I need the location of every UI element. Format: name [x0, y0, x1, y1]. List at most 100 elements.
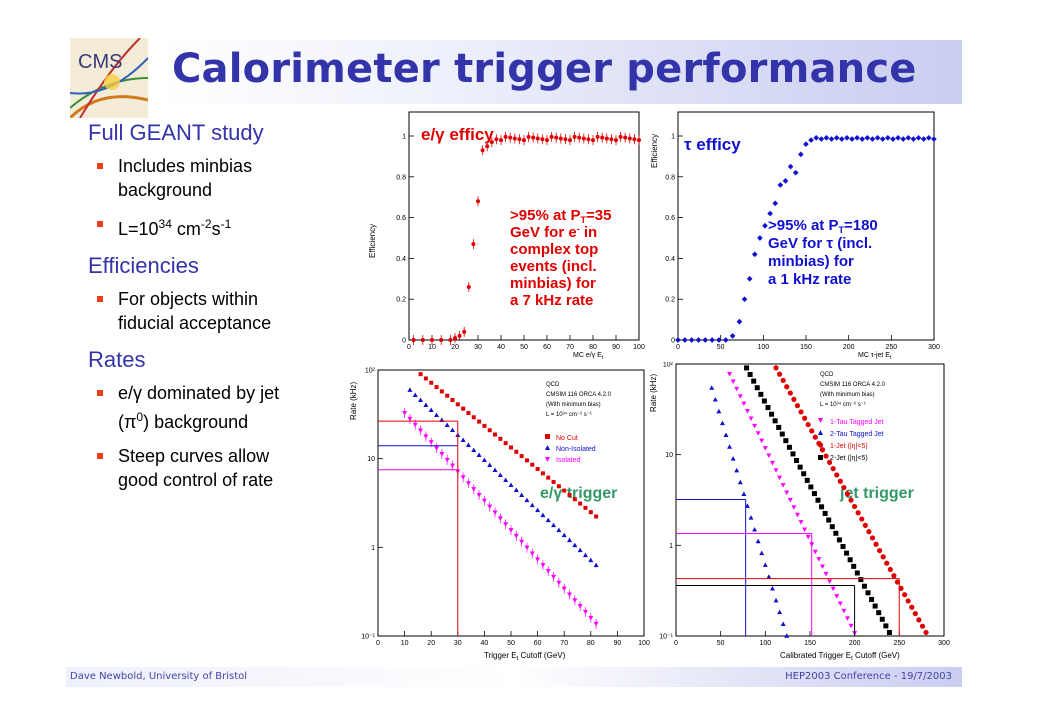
- tau-eff-point: [838, 136, 845, 142]
- tau-eff-ytick-label: 0.4: [665, 256, 675, 263]
- jet-rate-point: [812, 434, 818, 440]
- jet-rate-point: [844, 491, 851, 497]
- tau-eff-xtick-label: 150: [800, 344, 812, 351]
- jet-rate-point: [744, 409, 750, 414]
- eg-efficiency-plot: Efficiency 0 0.2 0.4 0.6 0.8 1 0 10 20 30 40 50 60 7…: [365, 108, 645, 361]
- eg-eff-point: [600, 135, 605, 140]
- jet-rate-point: [869, 535, 876, 541]
- bullet-luminosity: L=1034 cm-2s-1: [66, 212, 298, 241]
- eg-rate-point: [460, 437, 466, 442]
- jet-rate-point: [916, 617, 922, 623]
- eg-eff-point: [453, 335, 457, 340]
- jet-rate-point: [758, 391, 764, 397]
- jet-rate-point: [840, 544, 846, 550]
- jet-rate-point: [809, 428, 815, 434]
- jet-rate-point: [869, 596, 875, 602]
- jet-rate-point: [837, 601, 843, 607]
- jet-rate-point: [909, 604, 915, 610]
- tau-eff-point: [787, 163, 794, 170]
- eg-eff-point: [637, 138, 641, 143]
- eg-eff-ylabel: Efficiency: [368, 224, 377, 258]
- eg-rate-point: [529, 502, 535, 508]
- jet-rate-point: [877, 547, 883, 554]
- tau-eff-point: [777, 182, 784, 188]
- tau-eff-point: [729, 333, 736, 339]
- eg-eff-point: [627, 136, 632, 141]
- tau-efficiency-plot: Efficiency 0 0.2 0.4 0.6 0.8 1 0 50 100 150 200 25…: [648, 108, 948, 361]
- eg-rate-point: [418, 372, 423, 377]
- jet-rate-point: [879, 616, 885, 622]
- tau-eff-point: [833, 135, 840, 141]
- eg-rate-point: [477, 419, 482, 424]
- eg-eff-point: [535, 136, 540, 141]
- jet-rate-point: [759, 550, 765, 556]
- eg-eff-point: [540, 137, 545, 142]
- eg-eff-point: [462, 329, 467, 334]
- jet-rate-point: [812, 549, 818, 555]
- jet-rate-point: [766, 453, 772, 458]
- bullet-fiducial: For objects within fiducial acceptance: [66, 287, 298, 335]
- eg-rate-point: [519, 492, 525, 498]
- eg-eff-xtick-label: 40: [497, 344, 505, 351]
- tau-eff-point: [746, 275, 753, 282]
- tau-eff-point: [823, 135, 830, 141]
- jet-rate-point: [834, 594, 840, 599]
- svg-text:Non-Isolated: Non-Isolated: [556, 446, 596, 453]
- eg-eff-point: [591, 138, 595, 143]
- jet-rate-point: [829, 524, 835, 530]
- tau-eff-point: [741, 296, 748, 303]
- eg-eff-point: [577, 135, 582, 140]
- eg-rate-point: [540, 512, 546, 518]
- jet-rate-point: [830, 586, 836, 592]
- tau-eff-point: [751, 251, 758, 258]
- eg-rate-point: [471, 415, 476, 420]
- eg-eff-xtick-label: 30: [474, 344, 482, 351]
- eg-rate-svg: Rate (kHz) 10⁻¹ 1 10 10² 0 10 20 30 40 50 60 70 80 9…: [349, 368, 650, 663]
- jet-rate-point: [776, 371, 783, 377]
- jet-rate-point: [709, 385, 715, 390]
- tau-eff-ytick-label: 1: [671, 134, 675, 141]
- eg-rate-point: [551, 522, 557, 528]
- logo-text: CMS: [78, 51, 122, 73]
- tau-eff-point: [864, 135, 871, 141]
- eg-rate-point: [588, 510, 593, 515]
- jet-rate-point: [798, 520, 804, 525]
- jet-rate-xtick-label: 200: [849, 640, 861, 647]
- bullet-minbias: Includes minbias background: [66, 154, 298, 202]
- jet-rate-point: [769, 460, 775, 466]
- eg-rate-legend: No Cut Non-Isolated Isolated: [545, 434, 596, 464]
- tau-eff-point: [702, 337, 709, 343]
- svg-text:L = 10³⁴ cm⁻² s⁻¹: L = 10³⁴ cm⁻² s⁻¹: [546, 411, 592, 418]
- eg-eff-point: [489, 140, 494, 145]
- jet-rate-point: [797, 464, 803, 470]
- jet-rate-point: [847, 557, 853, 563]
- slide-content: Full GEANT study Includes minbias backgr…: [88, 118, 348, 504]
- jet-rate-point: [848, 623, 854, 629]
- jet-rate-point: [769, 411, 775, 417]
- eg-rate-point: [476, 452, 482, 458]
- tau-eff-xtick-label: 250: [885, 344, 897, 351]
- jet-rate-ytick-label: 10: [665, 452, 673, 459]
- tau-eff-xtick-label: 100: [757, 344, 769, 351]
- jet-rate-point: [919, 623, 926, 629]
- eg-rate-point: [572, 542, 578, 548]
- jet-rate-xtick-label: 50: [717, 640, 725, 647]
- jet-rate-point: [734, 386, 740, 392]
- svg-text:QCD: QCD: [546, 382, 560, 388]
- section-heading-efficiencies: Efficiencies: [88, 253, 199, 278]
- eg-rate-point: [551, 479, 556, 484]
- tau-eff-point: [792, 169, 799, 176]
- jet-rate-point: [816, 557, 822, 562]
- tau-eff-xtick-label: 50: [717, 344, 725, 351]
- eg-efficiency-svg: Efficiency 0 0.2 0.4 0.6 0.8 1 0 10 20 30 40 50 60 7…: [368, 111, 645, 361]
- tau-eff-point: [885, 135, 891, 141]
- eg-rate-point: [492, 467, 498, 473]
- eg-rate-point: [434, 412, 440, 417]
- eg-rate-point: [493, 432, 498, 437]
- jet-rate-point: [780, 621, 786, 626]
- tau-eff-point: [869, 136, 876, 142]
- tau-eff-point: [798, 151, 804, 158]
- jet-rate-ytick-label: 10⁻¹: [659, 634, 673, 641]
- jet-rate-point: [861, 583, 867, 589]
- jet-rate-point: [744, 503, 750, 508]
